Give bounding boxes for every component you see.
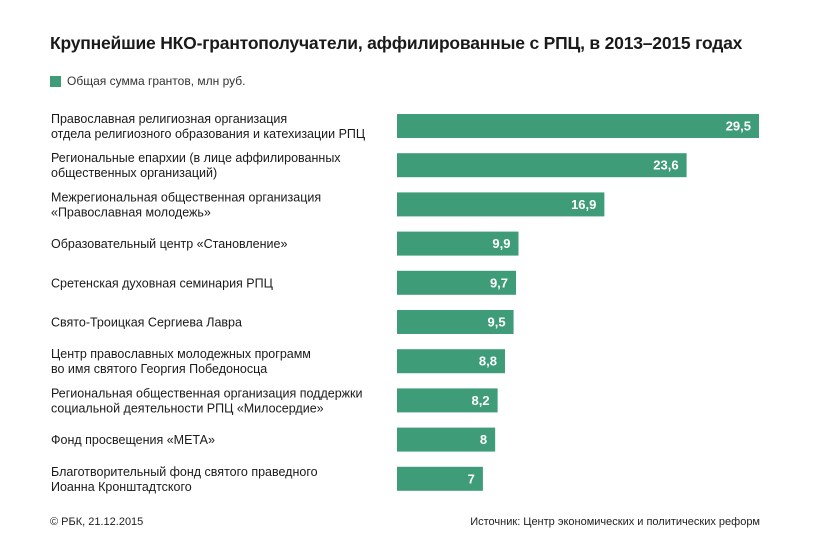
chart-title: Крупнейшие НКО-грантополучатели, аффилир… [50, 33, 743, 53]
bar-value-label-4: 9,7 [490, 275, 508, 290]
category-label-7-line-1: социальной деятельности РПЦ «Милосердие» [51, 401, 324, 415]
category-label-2-line-1: «Православная молодежь» [51, 205, 211, 219]
bar-value-label-0: 29,5 [726, 119, 751, 134]
legend: Общая сумма грантов, млн руб. [50, 74, 245, 88]
bar-value-label-7: 8,2 [472, 393, 490, 408]
category-label-8-line-0: Фонд просвещения «МЕТА» [51, 433, 215, 447]
bar-value-label-1: 23,6 [653, 158, 678, 173]
category-label-7-line-0: Региональная общественная организация по… [51, 386, 362, 400]
bar-3 [397, 231, 519, 256]
category-label-6-line-1: во имя святого Георгия Победоносца [51, 362, 267, 376]
category-label-3-line-0: Образовательный центр «Становление» [51, 237, 287, 251]
copyright-note: © РБК, 21.12.2015 [50, 516, 144, 528]
category-label-5-line-0: Свято-Троицкая Сергиева Лавра [51, 316, 242, 330]
category-label-1-line-1: общественных организаций) [51, 166, 217, 180]
bar-value-label-6: 8,8 [479, 354, 497, 369]
category-label-1-line-0: Региональные епархии (в лице аффилирован… [51, 151, 341, 165]
bar-9 [397, 466, 483, 491]
bar-value-label-5: 9,5 [487, 315, 505, 330]
category-label-6-line-0: Центр православных молодежных программ [51, 347, 311, 361]
bar-4 [397, 270, 517, 295]
category-label-0-line-1: отдела религиозного образования и катехи… [51, 127, 366, 141]
category-label-2-line-0: Межрегиональная общественная организация [51, 190, 321, 204]
category-label-4-line-0: Сретенская духовная семинария РПЦ [51, 276, 274, 290]
bar-5 [397, 310, 514, 334]
bar-0 [397, 114, 759, 138]
bar-6 [397, 349, 505, 374]
legend-label: Общая сумма грантов, млн руб. [67, 74, 246, 88]
bar-value-label-3: 9,9 [492, 236, 510, 251]
bar-value-label-2: 16,9 [571, 197, 596, 212]
category-label-9-line-1: Иоанна Кронштадтского [51, 480, 192, 494]
bar-value-label-8: 8 [480, 432, 487, 447]
category-label-0-line-0: Православная религиозная организация [51, 112, 287, 126]
bar-1 [397, 153, 687, 178]
legend-swatch [50, 75, 61, 87]
bar-7 [397, 388, 498, 413]
category-label-9-line-0: Благотворительный фонд святого праведног… [51, 465, 318, 479]
bar-value-label-9: 7 [468, 471, 475, 486]
bar-2 [397, 192, 605, 217]
source-note: Источник: Центр экономических и политиче… [470, 516, 760, 528]
bar-8 [397, 427, 496, 452]
